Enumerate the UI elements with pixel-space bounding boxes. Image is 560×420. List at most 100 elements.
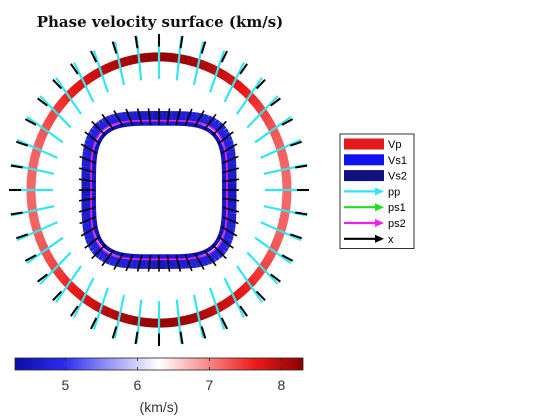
vp-segment: [185, 55, 194, 66]
x-arrow: [90, 317, 98, 330]
x-arrow: [289, 233, 302, 240]
x-arrow: [270, 97, 281, 107]
pp-arrow: [223, 277, 245, 318]
legend-entry-vs2: Vs2: [344, 170, 407, 183]
legend-label: ps2: [388, 218, 406, 230]
legend-swatch: [344, 138, 384, 150]
vp-segment: [233, 288, 245, 300]
vp-segment: [41, 121, 53, 131]
vp-segment: [279, 160, 290, 169]
vs1-segment: [89, 127, 101, 138]
vs1-segment: [84, 139, 97, 147]
pp-arrow: [192, 294, 205, 339]
x-arrow: [194, 110, 205, 127]
vs2-segment: [98, 135, 104, 141]
vp-segment: [262, 254, 274, 265]
pp-arrow: [26, 115, 64, 144]
x-arrow: [80, 143, 98, 154]
vs1-surface: [81, 111, 237, 269]
x-arrow: [136, 254, 143, 272]
pp-arrow: [39, 251, 72, 285]
vp-segment: [205, 306, 215, 318]
x-arrow: [217, 131, 234, 145]
pp-arrow: [260, 138, 302, 159]
vp-segment: [276, 223, 287, 232]
vp-segment: [36, 131, 48, 141]
vp-segment: [53, 101, 65, 112]
vp-segment: [238, 284, 249, 296]
x-arrow: [222, 167, 240, 174]
vp-segment: [87, 70, 98, 82]
vp-segment: [169, 317, 177, 328]
vp-segment: [92, 301, 103, 312]
vs2-segment: [94, 145, 100, 150]
vp-segment: [34, 233, 45, 243]
x-arrow: [239, 63, 248, 75]
legend-swatch: [344, 154, 384, 166]
vp-segment: [215, 68, 226, 79]
legend-arrow-head: [375, 219, 384, 227]
vs2-segment: [115, 124, 120, 130]
polar-plot: [9, 34, 309, 346]
colorbar-tick-label: 5: [62, 377, 70, 393]
vp-segment: [27, 171, 37, 179]
pp-arrow: [223, 62, 245, 103]
vs1-segment: [89, 242, 101, 252]
vp-segment: [270, 131, 282, 142]
x-arrow: [239, 305, 248, 317]
legend-entry-vs1: Vs1: [344, 154, 407, 167]
x-arrow: [16, 140, 29, 147]
x-arrow: [79, 216, 96, 225]
pp-arrow: [92, 50, 109, 93]
legend-arrow-head: [375, 203, 384, 212]
pp-arrow: [192, 41, 205, 86]
vp-segment: [47, 110, 59, 121]
x-arrow: [84, 235, 101, 249]
colorbar-gradient: [14, 357, 304, 371]
vp-segment: [281, 201, 291, 209]
x-arrow: [194, 253, 205, 270]
vp-segment: [260, 111, 271, 122]
x-arrow: [222, 178, 240, 183]
vp-segment: [220, 70, 231, 82]
x-arrow: [222, 216, 239, 225]
legend-label: x: [388, 234, 394, 246]
colorbar-tick-label: 8: [278, 377, 286, 393]
vs1-segment: [210, 119, 221, 131]
vs2-segment: [218, 145, 224, 151]
vp-segment: [215, 301, 226, 313]
vp-segment: [130, 54, 138, 65]
legend-label: Vs2: [388, 171, 407, 183]
x-arrow: [101, 113, 115, 130]
x-arrow: [136, 108, 143, 126]
vp-segment: [201, 60, 210, 72]
legend-swatch: [344, 170, 384, 182]
vp-segment: [30, 222, 42, 232]
x-arrow: [179, 35, 184, 49]
vp-segment: [36, 238, 48, 249]
x-arrow: [147, 108, 152, 125]
pp-arrow: [55, 77, 82, 115]
vp-segment: [118, 312, 128, 323]
x-arrow: [212, 120, 227, 136]
x-arrow: [79, 155, 96, 164]
vs1-segment: [221, 139, 234, 147]
pp-arrow: [260, 221, 302, 242]
vp-segment: [169, 52, 177, 63]
legend-label: Vp: [388, 139, 401, 151]
vs1-segment: [221, 233, 234, 241]
vp-segment: [57, 96, 69, 108]
vs1-segment: [201, 254, 209, 267]
vp-segment: [73, 288, 84, 300]
vp-segment: [44, 254, 55, 264]
vp-segment: [281, 172, 292, 180]
x-arrow: [175, 254, 182, 272]
vp-segment: [87, 298, 98, 310]
vp-segment: [92, 67, 103, 79]
vp-segment: [103, 62, 113, 74]
pp-arrow: [73, 277, 95, 318]
x-arrow: [184, 254, 193, 272]
vp-segment: [278, 217, 289, 226]
x-arrow: [203, 250, 217, 267]
